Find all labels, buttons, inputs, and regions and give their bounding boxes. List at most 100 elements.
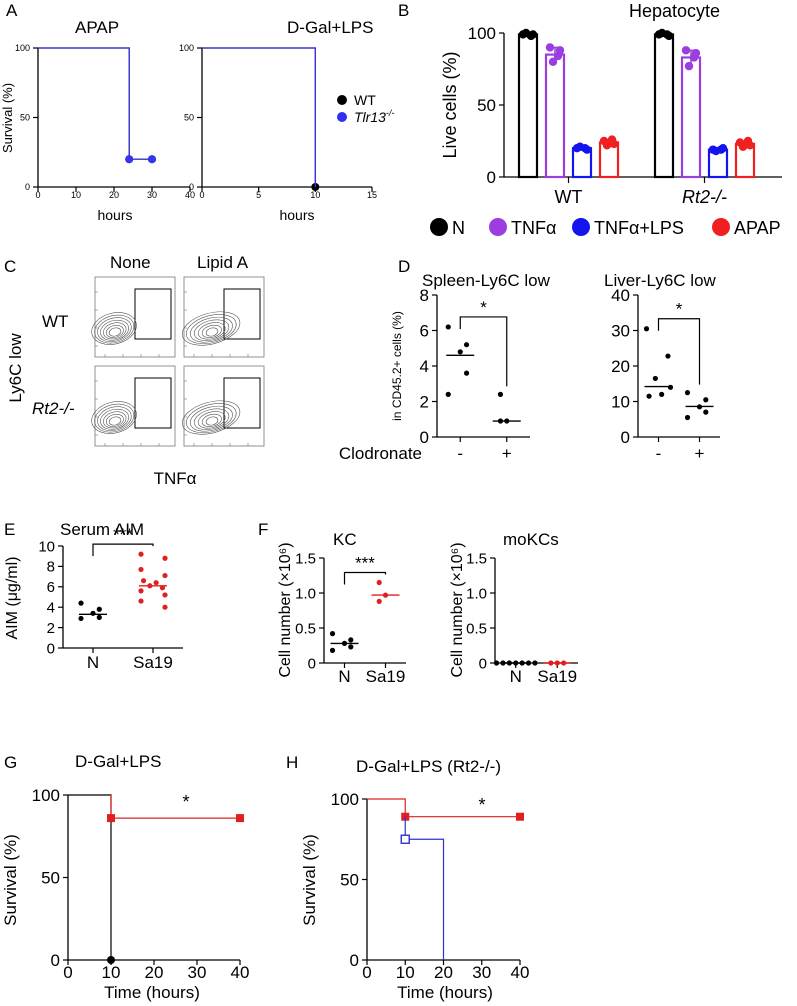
E-category-label: N (87, 653, 99, 672)
panel-b-hepatocyte-bar-chart: 0 50 100 Hepatocyte Live cells (%) WT Rt2-/- (440, 1, 782, 207)
D2-data-point (646, 393, 652, 399)
panel-g-survival-chart: 0 50 100 D-Gal+LPS Survival (%) 0 10 20 30 40 Time… (1, 752, 249, 1002)
D2-data-point (684, 414, 691, 421)
legend-a-tlr13-label: Tlr13-/- (354, 108, 394, 125)
B-point (716, 145, 726, 154)
H-x-label: Time (hours) (397, 983, 493, 1002)
G-series-1-line (110, 795, 240, 819)
legend-b-apap-marker (712, 218, 730, 236)
flow-plot-rt2-lipid-a (181, 365, 265, 447)
B-point (743, 136, 753, 146)
flow-gate-box (223, 288, 261, 340)
A2-title: D-Gal+LPS (287, 18, 373, 37)
panel-letter-f: F (258, 520, 268, 539)
A1-x-tick-label: 10 (71, 190, 81, 200)
H-y-tick-label: 50 (340, 870, 359, 889)
G-y-label: Survival (%) (1, 834, 20, 926)
A1-y-label: Survival (%) (0, 83, 15, 153)
G-x-tick-label: 0 (63, 963, 72, 982)
D2-category-label: - (656, 444, 662, 463)
D1-y-tick-label: 8 (420, 286, 429, 305)
A1-y-tick-label: 100 (15, 43, 30, 53)
flow-gate-box (134, 288, 172, 340)
F1-data-point (329, 631, 336, 637)
A1-x-tick-label: 0 (35, 190, 40, 200)
H-series-0-line (367, 798, 520, 818)
flow-contour (100, 408, 129, 430)
D2-y-tick-label: 20 (611, 357, 630, 376)
H-y-label: Survival (%) (300, 834, 319, 926)
flow-plot-wt-lipid-a (181, 276, 265, 358)
panel-letter-c: C (4, 257, 16, 276)
A2-x-label: hours (279, 207, 314, 223)
A1-y-tick-label: 0 (25, 182, 30, 192)
flow-contour (103, 411, 127, 429)
G-x-tick-label: 20 (145, 963, 164, 982)
flow-contour (193, 408, 230, 430)
E-data-point (162, 555, 168, 561)
A1-x-tick-label: 40 (185, 190, 195, 200)
panel-h-survival-chart: 0 50 100 D-Gal+LPS (Rt2-/-) Survival (%) 0 10 2… (300, 757, 529, 1002)
flow-contour (105, 324, 124, 338)
flow-plot-wt-none (91, 276, 176, 358)
F1-data-point (348, 637, 354, 643)
A2-y-tick-label: 100 (179, 43, 194, 53)
B-point (545, 43, 555, 52)
flow-col-header-none: None (110, 253, 151, 272)
panel-letter-h: H (286, 753, 298, 772)
D2-data-point (643, 326, 650, 332)
D1-category-label: - (457, 444, 463, 463)
F2-data-point (532, 660, 538, 666)
B-point (580, 144, 590, 153)
flow-gate-box (134, 377, 172, 429)
B-y-tick-label: 0 (487, 168, 496, 187)
G-marker (107, 956, 115, 964)
D1-y-tick-label: 4 (420, 357, 429, 376)
legend-b-tnfa-lps-label: TNFα+LPS (594, 218, 684, 238)
flow-col-header-lipid-a: Lipid A (197, 253, 249, 272)
B-y-label: Live cells (%) (440, 51, 460, 158)
H-y-tick-label: 0 (350, 951, 359, 970)
H-x-tick-label: 30 (472, 963, 491, 982)
panel-f-kc-chart: 0 0.5 1.0 1.5 KC Cell number (×10⁶) N Sa19 *** (277, 530, 406, 686)
F1-title: KC (333, 530, 357, 549)
D2-data-point (667, 384, 674, 390)
E-data-point (138, 598, 144, 604)
E-data-point (96, 614, 102, 621)
B-bar-Rt2-/--N (653, 33, 675, 179)
panel-letter-b: B (398, 1, 409, 20)
F1-data-point (348, 644, 354, 650)
G-y-tick-label: 100 (32, 786, 60, 805)
flow-contour (197, 411, 226, 429)
A1-x-tick-label: 30 (147, 190, 157, 200)
flow-contour (197, 322, 226, 340)
F1-category-label: Sa19 (366, 667, 406, 686)
G-x-tick-label: 40 (231, 963, 250, 982)
flow-contour (105, 413, 124, 427)
E-significance: *** (113, 525, 133, 544)
D1-title: Spleen-Ly6C low (422, 271, 551, 290)
B-point (681, 46, 691, 55)
D2-data-point (703, 397, 709, 403)
flow-contour (94, 314, 135, 344)
E-y-tick-label: 8 (47, 559, 55, 576)
A2-y-tick-label: 50 (184, 113, 194, 123)
A1-marker (125, 155, 134, 164)
D1-y-tick-label: 0 (420, 428, 429, 447)
legend-a: WT Tlr13-/- (337, 92, 394, 125)
flow-side-label: Ly6C low (6, 333, 25, 403)
B-bar-Rt2-/--TNFα (680, 56, 702, 179)
B-point (602, 141, 612, 150)
flow-row-label-wt: WT (42, 312, 68, 331)
E-y-tick-label: 0 (47, 640, 55, 657)
E-data-point (138, 588, 144, 594)
D1-sig-bracket (459, 316, 508, 387)
H-marker (516, 812, 524, 821)
flow-contour (205, 416, 219, 426)
D2-y-tick-label: 40 (611, 286, 630, 305)
F1-y-tick-label: 0.5 (295, 620, 316, 637)
G-significance: * (182, 792, 189, 812)
D1-data-point (497, 391, 504, 397)
